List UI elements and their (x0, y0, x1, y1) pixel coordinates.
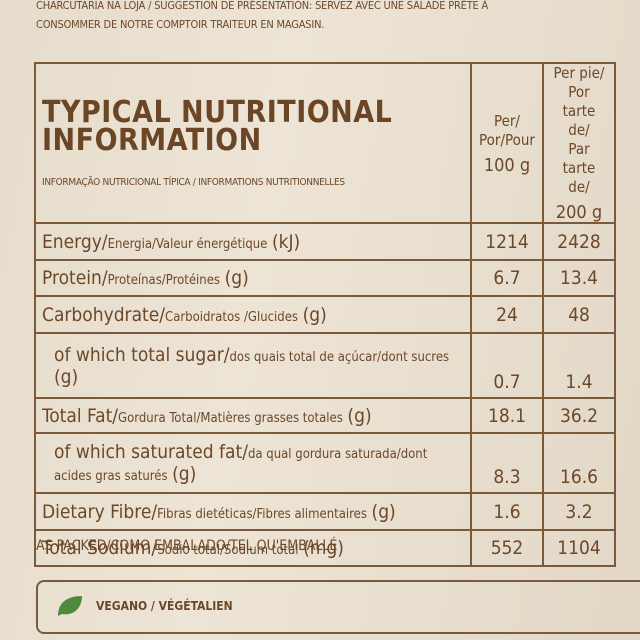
col-line: Por/Pour (479, 130, 535, 149)
nutrient-unit: (g) (172, 463, 197, 485)
leaf-icon (58, 596, 82, 616)
nutrient-name: Energy/ (42, 230, 108, 253)
table-subtitle: INFORMAÇÃO NUTRICIONAL TÍPICA / INFORMAT… (42, 176, 345, 188)
col2-header: Per pie/Por tarte de/Par tarte de/200 g (542, 62, 616, 224)
badge-text: VEGANO / VÉGÉTALIEN (96, 599, 233, 613)
per-pie-value: 1.4 (542, 332, 616, 399)
nutrient-row: of which total sugar/dos quais total de … (34, 332, 616, 399)
table-title: TYPICAL NUTRITIONAL INFORMATION (42, 94, 393, 158)
nutrient-name: Total Fat/ (42, 404, 119, 427)
nutrient-label: Energy/Energia/Valeur énergétique (kJ) (34, 222, 472, 261)
header-row: TYPICAL NUTRITIONAL INFORMATION INFORMAÇÃ… (34, 62, 616, 224)
nutrient-translations: Energia/Valeur énergétique (107, 236, 268, 252)
per-pie-value: 48 (542, 295, 616, 334)
nutrient-translations: da qual gordura saturada/dont acides gra… (54, 447, 428, 484)
nutrition-table: TYPICAL NUTRITIONAL INFORMATION INFORMAÇÃ… (34, 62, 616, 567)
nutrient-translations: Sódio total/Sodium total (157, 543, 299, 558)
col-line: Par tarte de/ (562, 140, 596, 196)
nutrient-label: of which saturated fat/da qual gordura s… (34, 432, 472, 494)
nutrient-row: of which saturated fat/da qual gordura s… (34, 432, 616, 494)
per-pie-value: 3.2 (542, 492, 616, 531)
header-cell: TYPICAL NUTRITIONAL INFORMATION INFORMAÇÃ… (34, 62, 472, 224)
nutrient-name: Protein/ (42, 267, 108, 289)
per-pie-value: 36.2 (542, 397, 616, 434)
footer: AS PACKED/COMO EMBALADO/TEL QU'EMBALLÉ (36, 538, 338, 554)
nutrient-name: of which saturated fat/ (54, 441, 248, 463)
per100-value: 1214 (470, 222, 544, 261)
per100-value: 0.7 (470, 332, 544, 399)
nutrient-name: of which total sugar/ (54, 343, 230, 366)
nutrient-translations: Fibras dietéticas/Fibres alimentaires (157, 506, 367, 522)
per100-value: 6.7 (470, 259, 544, 297)
nutrient-row: Carbohydrate/Carboidratos /Glucides (g) 2… (34, 295, 616, 334)
per100-value: 552 (470, 529, 544, 567)
col-line: 100 g (483, 154, 531, 176)
top-text: CHARCUTARIA NA LOJA / SUGGESTION DE PRÉS… (36, 0, 488, 34)
nutrient-label: Total Fat/Gordura Total/Matières grasses… (34, 397, 472, 434)
per100-value: 8.3 (470, 432, 544, 494)
nutrient-translations: Proteínas/Protéines (107, 273, 220, 288)
nutrient-label: of which total sugar/dos quais total de … (34, 332, 472, 399)
nutrient-row: Protein/Proteínas/Protéines (g) 6.7 13.4 (34, 259, 616, 297)
nutrient-name: Dietary Fibre/ (42, 500, 158, 523)
col1-header: Per/Por/Pour 100 g (470, 62, 544, 224)
nutrient-unit: (g) (224, 267, 249, 289)
nutrient-translations: Gordura Total/Matières grasses totales (118, 410, 343, 426)
top-line: CONSOMMER DE NOTRE COMPTOIR TRAITEUR EN … (36, 18, 325, 31)
col-line: Per/ (493, 111, 520, 130)
nutrient-name: Carbohydrate/ (42, 303, 166, 326)
nutrient-unit: (g) (302, 303, 327, 326)
top-line: CHARCUTARIA NA LOJA / SUGGESTION DE PRÉS… (36, 0, 489, 12)
col-line: 200 g (555, 202, 603, 223)
nutrient-unit: (g) (347, 404, 372, 427)
nutrient-row: Total Fat/Gordura Total/Matières grasses… (34, 397, 616, 434)
nutrient-row: Dietary Fibre/Fibras dietéticas/Fibres a… (34, 492, 616, 531)
per-pie-value: 1104 (542, 529, 616, 567)
per100-value: 24 (470, 295, 544, 334)
per-pie-value: 16.6 (542, 432, 616, 494)
nutrient-label: Dietary Fibre/Fibras dietéticas/Fibres a… (34, 492, 472, 531)
nutrient-translations: Carboidratos /Glucides (165, 309, 299, 325)
per-pie-value: 2428 (542, 222, 616, 261)
badge: VEGANO / VÉGÉTALIEN (36, 580, 640, 634)
nutrient-unit: (kJ) (271, 230, 301, 253)
nutrient-name: Total Sodium/ (42, 537, 158, 559)
nutrient-unit: (mg) (303, 537, 344, 559)
nutrient-label: Total Sodium/Sódio total/Sodium total (m… (34, 529, 472, 567)
nutrient-row: Energy/Energia/Valeur énergétique (kJ) 12… (34, 222, 616, 261)
per100-value: 1.6 (470, 492, 544, 531)
col-line: Per pie/ (553, 64, 605, 82)
nutrient-label: Protein/Proteínas/Protéines (g) (34, 259, 472, 297)
nutrient-unit: (g) (371, 500, 396, 523)
nutrient-translations: dos quais total de açúcar/dont sucres (229, 349, 450, 365)
nutrient-row: Total Sodium/Sódio total/Sodium total (m… (34, 529, 616, 567)
per100-value: 18.1 (470, 397, 544, 434)
nutrient-label: Carbohydrate/Carboidratos /Glucides (g) (34, 295, 472, 334)
per-pie-value: 13.4 (542, 259, 616, 297)
col-line: Por tarte de/ (562, 83, 596, 139)
nutrient-unit: (g) (54, 365, 79, 388)
